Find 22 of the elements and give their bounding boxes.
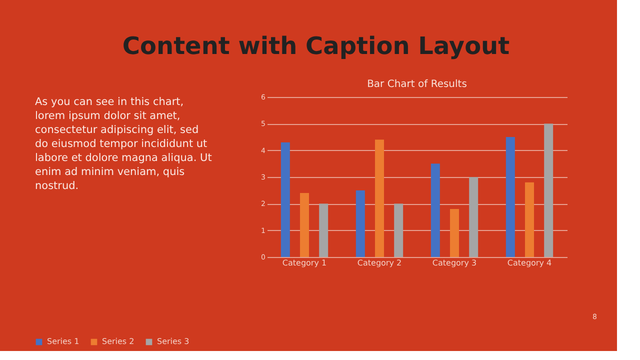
bar: [356, 190, 365, 257]
bar: [469, 177, 478, 257]
bar: [319, 204, 328, 257]
text: As you can see in this chart, lorem ipsum dolor sit amet, consectetur adipiscing elit, sed do eiusmod tempor incididunt ut labore et dolore magna aliqua. Ut enim ad minim veniam, quis nostrud.: [35, 96, 212, 192]
bar: [375, 140, 384, 257]
bar: [394, 204, 404, 257]
bar: [544, 124, 554, 257]
bar: [525, 182, 534, 257]
chart-subtitle: Bar Chart of Results: [367, 79, 467, 90]
x-tick-label: Category 4: [507, 258, 552, 268]
legend-label: Series 1: [47, 337, 80, 346]
bar: [450, 209, 459, 257]
legend-label: Series 2: [102, 337, 134, 346]
chart-title: Content with Caption Layout: [122, 32, 510, 60]
bar: [430, 164, 440, 257]
bar: [280, 142, 290, 257]
x-tick-label: Category 1: [282, 258, 327, 268]
bar: [300, 193, 309, 257]
legend-label: Series 3: [157, 337, 190, 346]
x-tick-label: Category 3: [432, 258, 477, 268]
x-tick-label: Category 2: [357, 258, 402, 268]
bar: [506, 137, 515, 257]
